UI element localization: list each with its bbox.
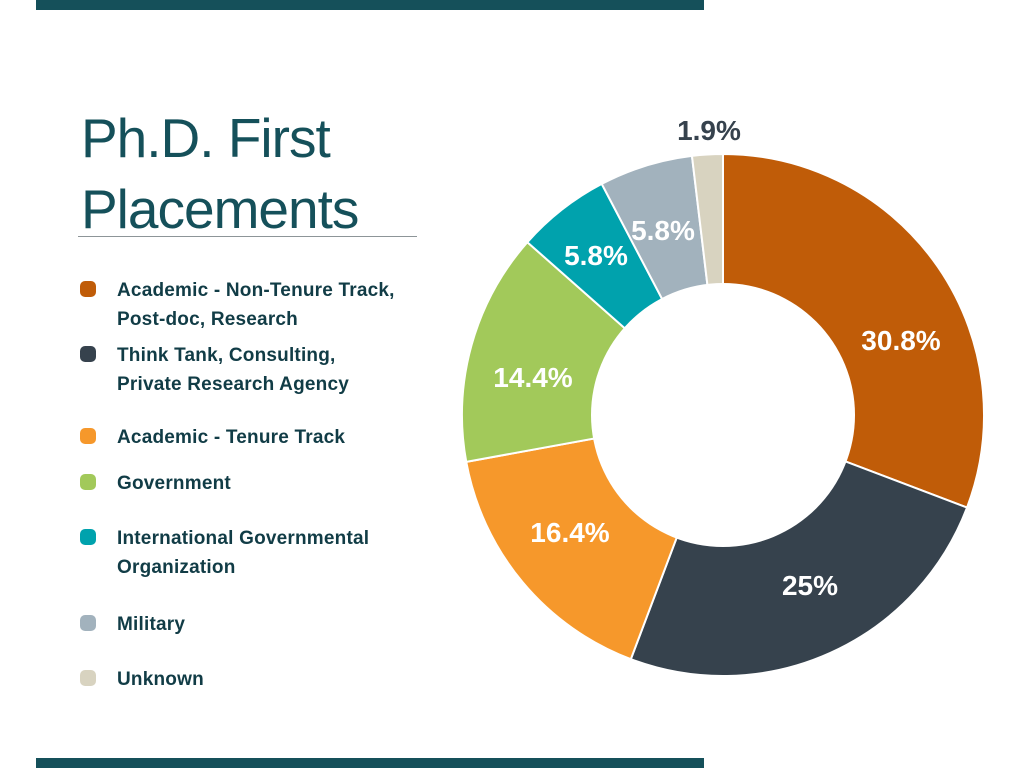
donut-hole xyxy=(591,283,855,547)
legend-swatch xyxy=(80,615,96,631)
page-title-line1: Ph.D. First xyxy=(81,106,331,169)
legend-item: Military xyxy=(80,610,185,639)
legend-swatch xyxy=(80,281,96,297)
title-divider xyxy=(78,236,417,237)
slice-percent-label: 25% xyxy=(782,570,838,601)
legend-swatch xyxy=(80,474,96,490)
legend-item-label: Academic - Non-Tenure Track, Post-doc, Re… xyxy=(117,280,395,330)
legend-item-label: Think Tank, Consulting, Private Research … xyxy=(117,345,350,395)
legend-swatch xyxy=(80,670,96,686)
legend-item: International Governmental Organization xyxy=(80,524,369,582)
legend-swatch xyxy=(80,529,96,545)
slice-percent-label: 14.4% xyxy=(493,362,572,393)
page-title: Ph.D. First Placements xyxy=(81,103,359,245)
slice-percent-label: 5.8% xyxy=(564,240,628,271)
bottom-accent-bar xyxy=(36,758,704,768)
legend-item: Think Tank, Consulting, Private Research … xyxy=(80,341,349,399)
legend-item-label: Unknown xyxy=(117,669,204,690)
slice-percent-label: 1.9% xyxy=(677,115,741,146)
chart-legend: Academic - Non-Tenure Track, Post-doc, Re… xyxy=(80,0,440,768)
legend-item-label: International Governmental Organization xyxy=(117,528,370,578)
legend-item-label: Academic - Tenure Track xyxy=(117,427,346,448)
legend-item: Academic - Non-Tenure Track, Post-doc, Re… xyxy=(80,276,395,334)
legend-swatch xyxy=(80,346,96,362)
slice-percent-label: 5.8% xyxy=(631,215,695,246)
page-title-line2: Placements xyxy=(81,177,359,240)
legend-item: Academic - Tenure Track xyxy=(80,423,345,452)
legend-item-label: Government xyxy=(117,473,231,494)
legend-item-label: Military xyxy=(117,614,186,635)
top-accent-bar xyxy=(36,0,704,10)
legend-item: Government xyxy=(80,469,231,498)
legend-swatch xyxy=(80,428,96,444)
slice-percent-label: 30.8% xyxy=(861,325,940,356)
legend-item: Unknown xyxy=(80,665,204,694)
slice-percent-label: 16.4% xyxy=(530,517,609,548)
